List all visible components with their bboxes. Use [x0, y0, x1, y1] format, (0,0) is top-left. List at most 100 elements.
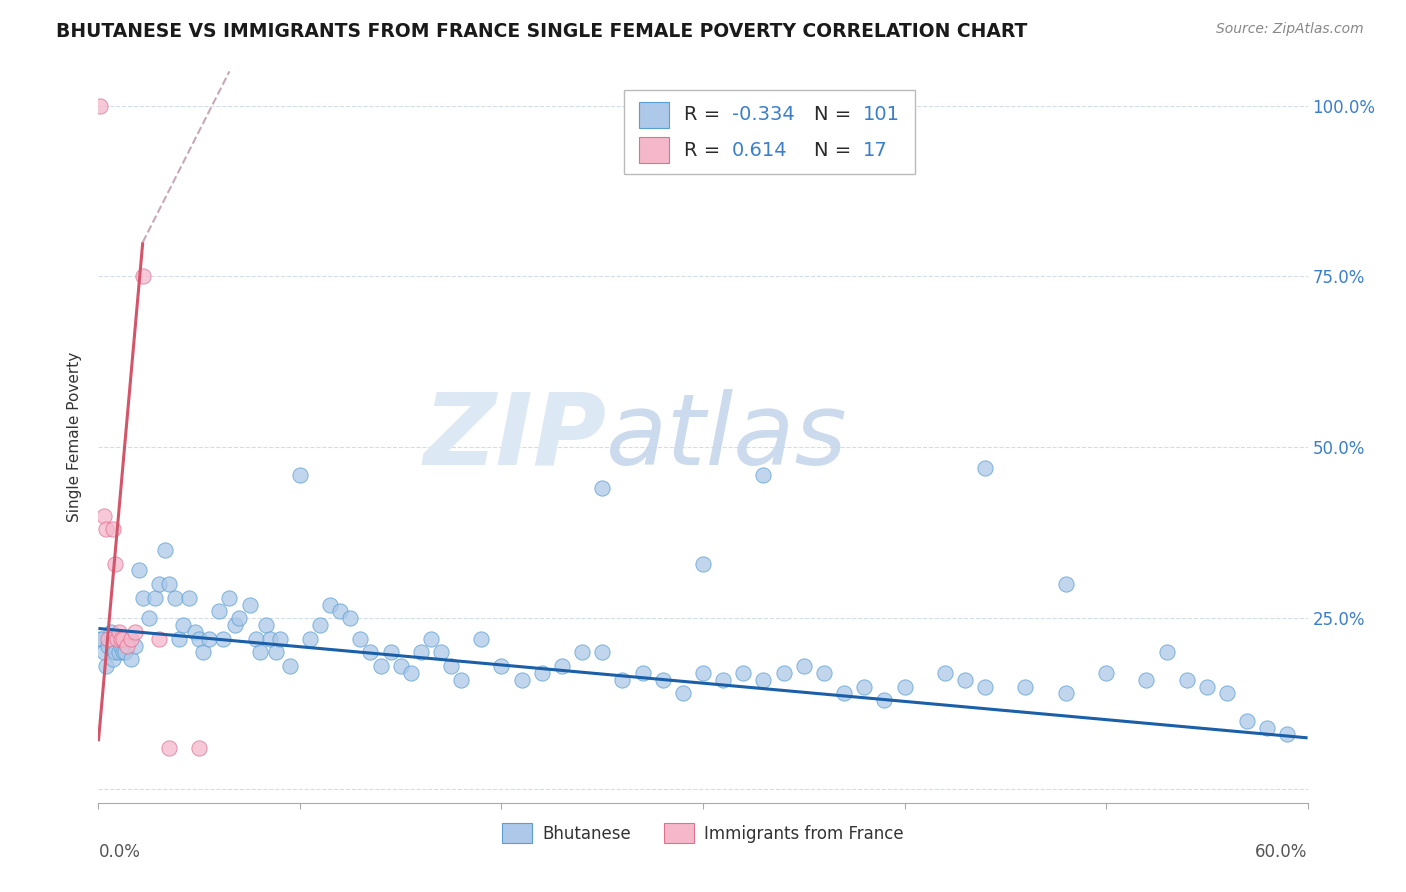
Point [249, 645, 271, 659]
Point [1236, 714, 1258, 728]
Point [299, 632, 322, 646]
FancyBboxPatch shape [638, 102, 669, 128]
Point [163, 591, 186, 605]
Point [107, 645, 129, 659]
Point [239, 598, 262, 612]
Point [1256, 721, 1278, 735]
Point [370, 659, 392, 673]
Point [491, 659, 513, 673]
Point [793, 659, 815, 673]
Point [389, 659, 412, 673]
Point [974, 460, 997, 475]
Point [143, 591, 166, 605]
Text: atlas: atlas [606, 389, 848, 485]
Point [692, 665, 714, 680]
Point [132, 269, 155, 284]
Text: R =: R = [683, 141, 725, 160]
Point [124, 624, 146, 639]
Text: N =: N = [814, 141, 858, 160]
Point [309, 618, 332, 632]
Point [733, 665, 755, 680]
Text: 60.0%: 60.0% [1256, 843, 1308, 861]
Point [380, 645, 402, 659]
Point [440, 659, 463, 673]
Text: BHUTANESE VS IMMIGRANTS FROM FRANCE SINGLE FEMALE POVERTY CORRELATION CHART: BHUTANESE VS IMMIGRANTS FROM FRANCE SING… [56, 22, 1028, 41]
Point [752, 467, 775, 482]
Point [153, 542, 176, 557]
Point [259, 632, 281, 646]
Point [110, 639, 132, 653]
Point [198, 632, 221, 646]
Point [167, 632, 190, 646]
Point [157, 741, 180, 756]
Point [105, 632, 128, 646]
Point [120, 632, 142, 646]
Point [711, 673, 734, 687]
Point [399, 665, 422, 680]
Point [128, 563, 150, 577]
Point [1135, 673, 1157, 687]
Point [430, 645, 453, 659]
Point [89, 632, 111, 646]
Point [692, 557, 714, 571]
Point [1054, 686, 1077, 700]
Point [470, 632, 492, 646]
Point [96, 659, 118, 673]
Text: Source: ZipAtlas.com: Source: ZipAtlas.com [1216, 22, 1364, 37]
Point [118, 632, 141, 646]
Point [89, 98, 111, 112]
Point [360, 645, 382, 659]
Point [97, 639, 120, 653]
Point [120, 652, 142, 666]
Text: ZIP: ZIP [423, 389, 606, 485]
Point [329, 604, 352, 618]
Point [1054, 577, 1077, 591]
Point [934, 665, 956, 680]
Point [1156, 645, 1178, 659]
Point [1195, 680, 1218, 694]
Point [591, 645, 613, 659]
Point [651, 673, 673, 687]
Point [157, 577, 180, 591]
Point [193, 645, 215, 659]
Point [1216, 686, 1239, 700]
Point [103, 557, 125, 571]
Point [124, 639, 146, 653]
Point [188, 632, 211, 646]
Legend: Bhutanese, Immigrants from France: Bhutanese, Immigrants from France [495, 817, 911, 849]
Point [893, 680, 915, 694]
Text: 0.0%: 0.0% [98, 843, 141, 861]
Point [96, 522, 118, 536]
Point [269, 632, 291, 646]
Point [772, 665, 794, 680]
Point [101, 652, 124, 666]
Point [105, 632, 128, 646]
Point [111, 632, 134, 646]
Point [813, 665, 835, 680]
Point [612, 673, 634, 687]
Text: R =: R = [683, 105, 725, 124]
Point [101, 522, 124, 536]
Point [224, 618, 246, 632]
Point [510, 673, 533, 687]
Point [218, 591, 240, 605]
Point [1175, 673, 1198, 687]
Point [245, 632, 267, 646]
Point [278, 659, 301, 673]
Point [132, 591, 155, 605]
Point [832, 686, 855, 700]
Point [571, 645, 593, 659]
Point [339, 611, 361, 625]
Point [319, 598, 342, 612]
Point [115, 639, 138, 653]
Point [1095, 665, 1118, 680]
Point [551, 659, 574, 673]
Point [93, 508, 115, 523]
Point [138, 611, 160, 625]
Text: 0.614: 0.614 [733, 141, 787, 160]
Point [254, 618, 277, 632]
Point [114, 645, 136, 659]
Point [1014, 680, 1036, 694]
Point [409, 645, 432, 659]
Text: 101: 101 [863, 105, 900, 124]
